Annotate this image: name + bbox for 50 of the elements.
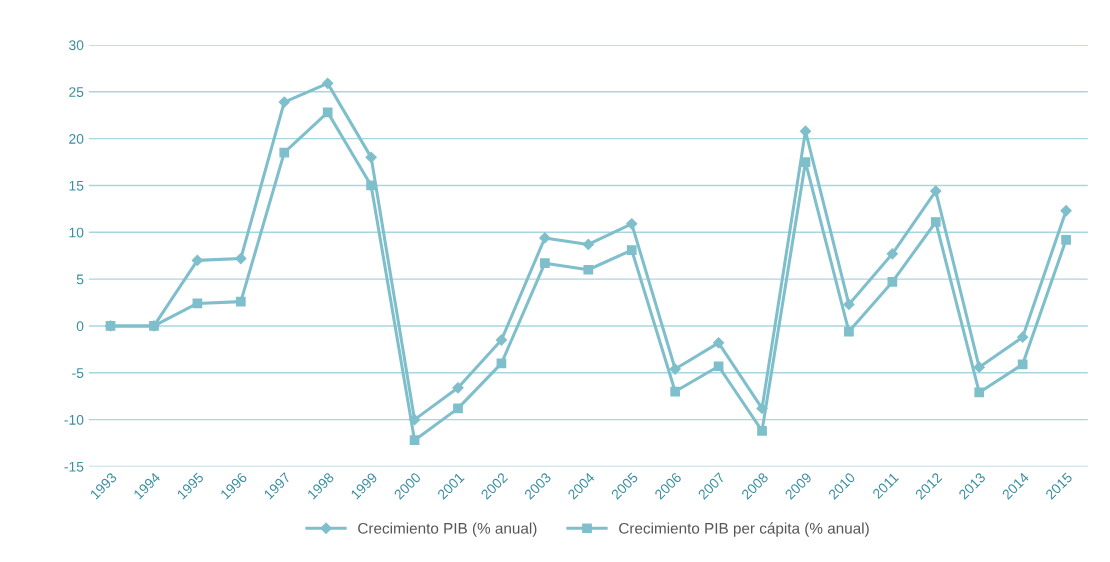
point [974, 387, 985, 398]
point [539, 232, 551, 244]
y-tick-label: 5 [76, 274, 84, 285]
point [452, 382, 464, 394]
point [670, 386, 681, 397]
y-tick-label: 10 [69, 227, 84, 238]
y-tick-label: 15 [69, 180, 84, 191]
point [844, 326, 854, 337]
point [886, 248, 898, 260]
point [409, 435, 420, 446]
point [669, 363, 681, 375]
point [235, 252, 247, 265]
point [540, 258, 550, 269]
point [495, 334, 508, 346]
point [322, 77, 334, 89]
point [235, 296, 246, 307]
y-tick-label: 30 [69, 40, 84, 51]
legend-label: Crecimiento PIB (% anual) [358, 522, 537, 537]
point [1061, 234, 1071, 245]
point [973, 361, 985, 373]
point [626, 245, 637, 255]
legend-label: Crecimiento PIB per cápita (% anual) [619, 522, 869, 537]
point [930, 217, 941, 227]
point [365, 151, 377, 163]
y-tick-label: -5 [72, 368, 84, 378]
point [149, 321, 159, 331]
point [712, 337, 725, 349]
point [279, 147, 290, 158]
y-tick-label: 20 [69, 133, 84, 144]
point [887, 277, 898, 287]
point [757, 426, 767, 436]
point [1060, 205, 1072, 217]
y-tick-label: -10 [64, 414, 84, 425]
point [713, 361, 724, 372]
point [366, 180, 376, 191]
point [1017, 331, 1029, 343]
y-tick-label: 25 [69, 87, 84, 97]
point [278, 96, 290, 108]
point [582, 238, 594, 251]
point [930, 185, 942, 197]
point [322, 107, 333, 118]
y-tick-label: -15 [64, 461, 84, 472]
point [583, 264, 594, 275]
y-tick-label: 0 [76, 321, 84, 332]
point [191, 254, 203, 266]
point [626, 218, 638, 230]
point [800, 157, 811, 167]
point [453, 403, 463, 414]
point [1017, 359, 1028, 370]
point [843, 298, 855, 311]
